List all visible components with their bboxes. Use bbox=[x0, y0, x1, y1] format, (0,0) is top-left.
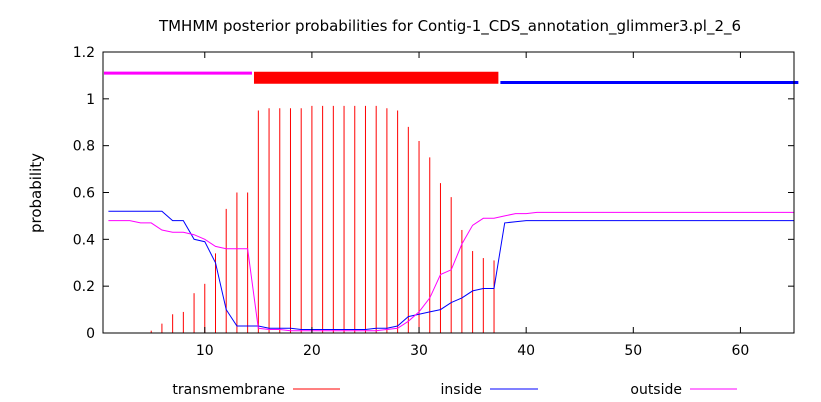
x-tick-label: 40 bbox=[517, 343, 535, 359]
y-tick-label: 1 bbox=[86, 92, 95, 108]
legend-label-inside: inside bbox=[441, 382, 482, 398]
y-axis-label: probability bbox=[27, 153, 45, 233]
y-tick-label: 0.6 bbox=[73, 186, 95, 202]
y-tick-label: 0.4 bbox=[73, 232, 95, 248]
legend: transmembrane inside outside bbox=[172, 382, 737, 398]
y-tick-label: 1.2 bbox=[73, 45, 95, 61]
y-tick-label: 0.2 bbox=[73, 279, 95, 295]
x-tick-label: 60 bbox=[732, 343, 750, 359]
plot-frame bbox=[102, 51, 795, 334]
chart-title: TMHMM posterior probabilities for Contig… bbox=[158, 17, 741, 36]
legend-label-outside: outside bbox=[630, 382, 682, 398]
x-tick-label: 20 bbox=[303, 343, 321, 359]
x-tick-label: 10 bbox=[196, 343, 214, 359]
x-tick-label: 30 bbox=[410, 343, 428, 359]
series-line-inside bbox=[108, 210, 794, 330]
y-tick-label: 0.8 bbox=[73, 139, 95, 155]
x-tick-label: 50 bbox=[624, 343, 642, 359]
plot-area bbox=[104, 71, 799, 333]
y-tick-label: 0 bbox=[86, 326, 95, 342]
series-line-outside bbox=[108, 211, 794, 332]
axes: 0 0.2 0.4 0.6 0.8 1 1.2 10 20 30 40 50 60 bbox=[73, 45, 795, 359]
legend-label-transmembrane: transmembrane bbox=[172, 382, 285, 398]
